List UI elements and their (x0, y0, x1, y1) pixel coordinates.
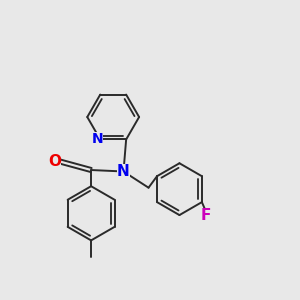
Text: F: F (201, 208, 211, 224)
Text: N: N (92, 133, 103, 146)
Text: N: N (117, 164, 130, 179)
Text: O: O (48, 154, 61, 169)
